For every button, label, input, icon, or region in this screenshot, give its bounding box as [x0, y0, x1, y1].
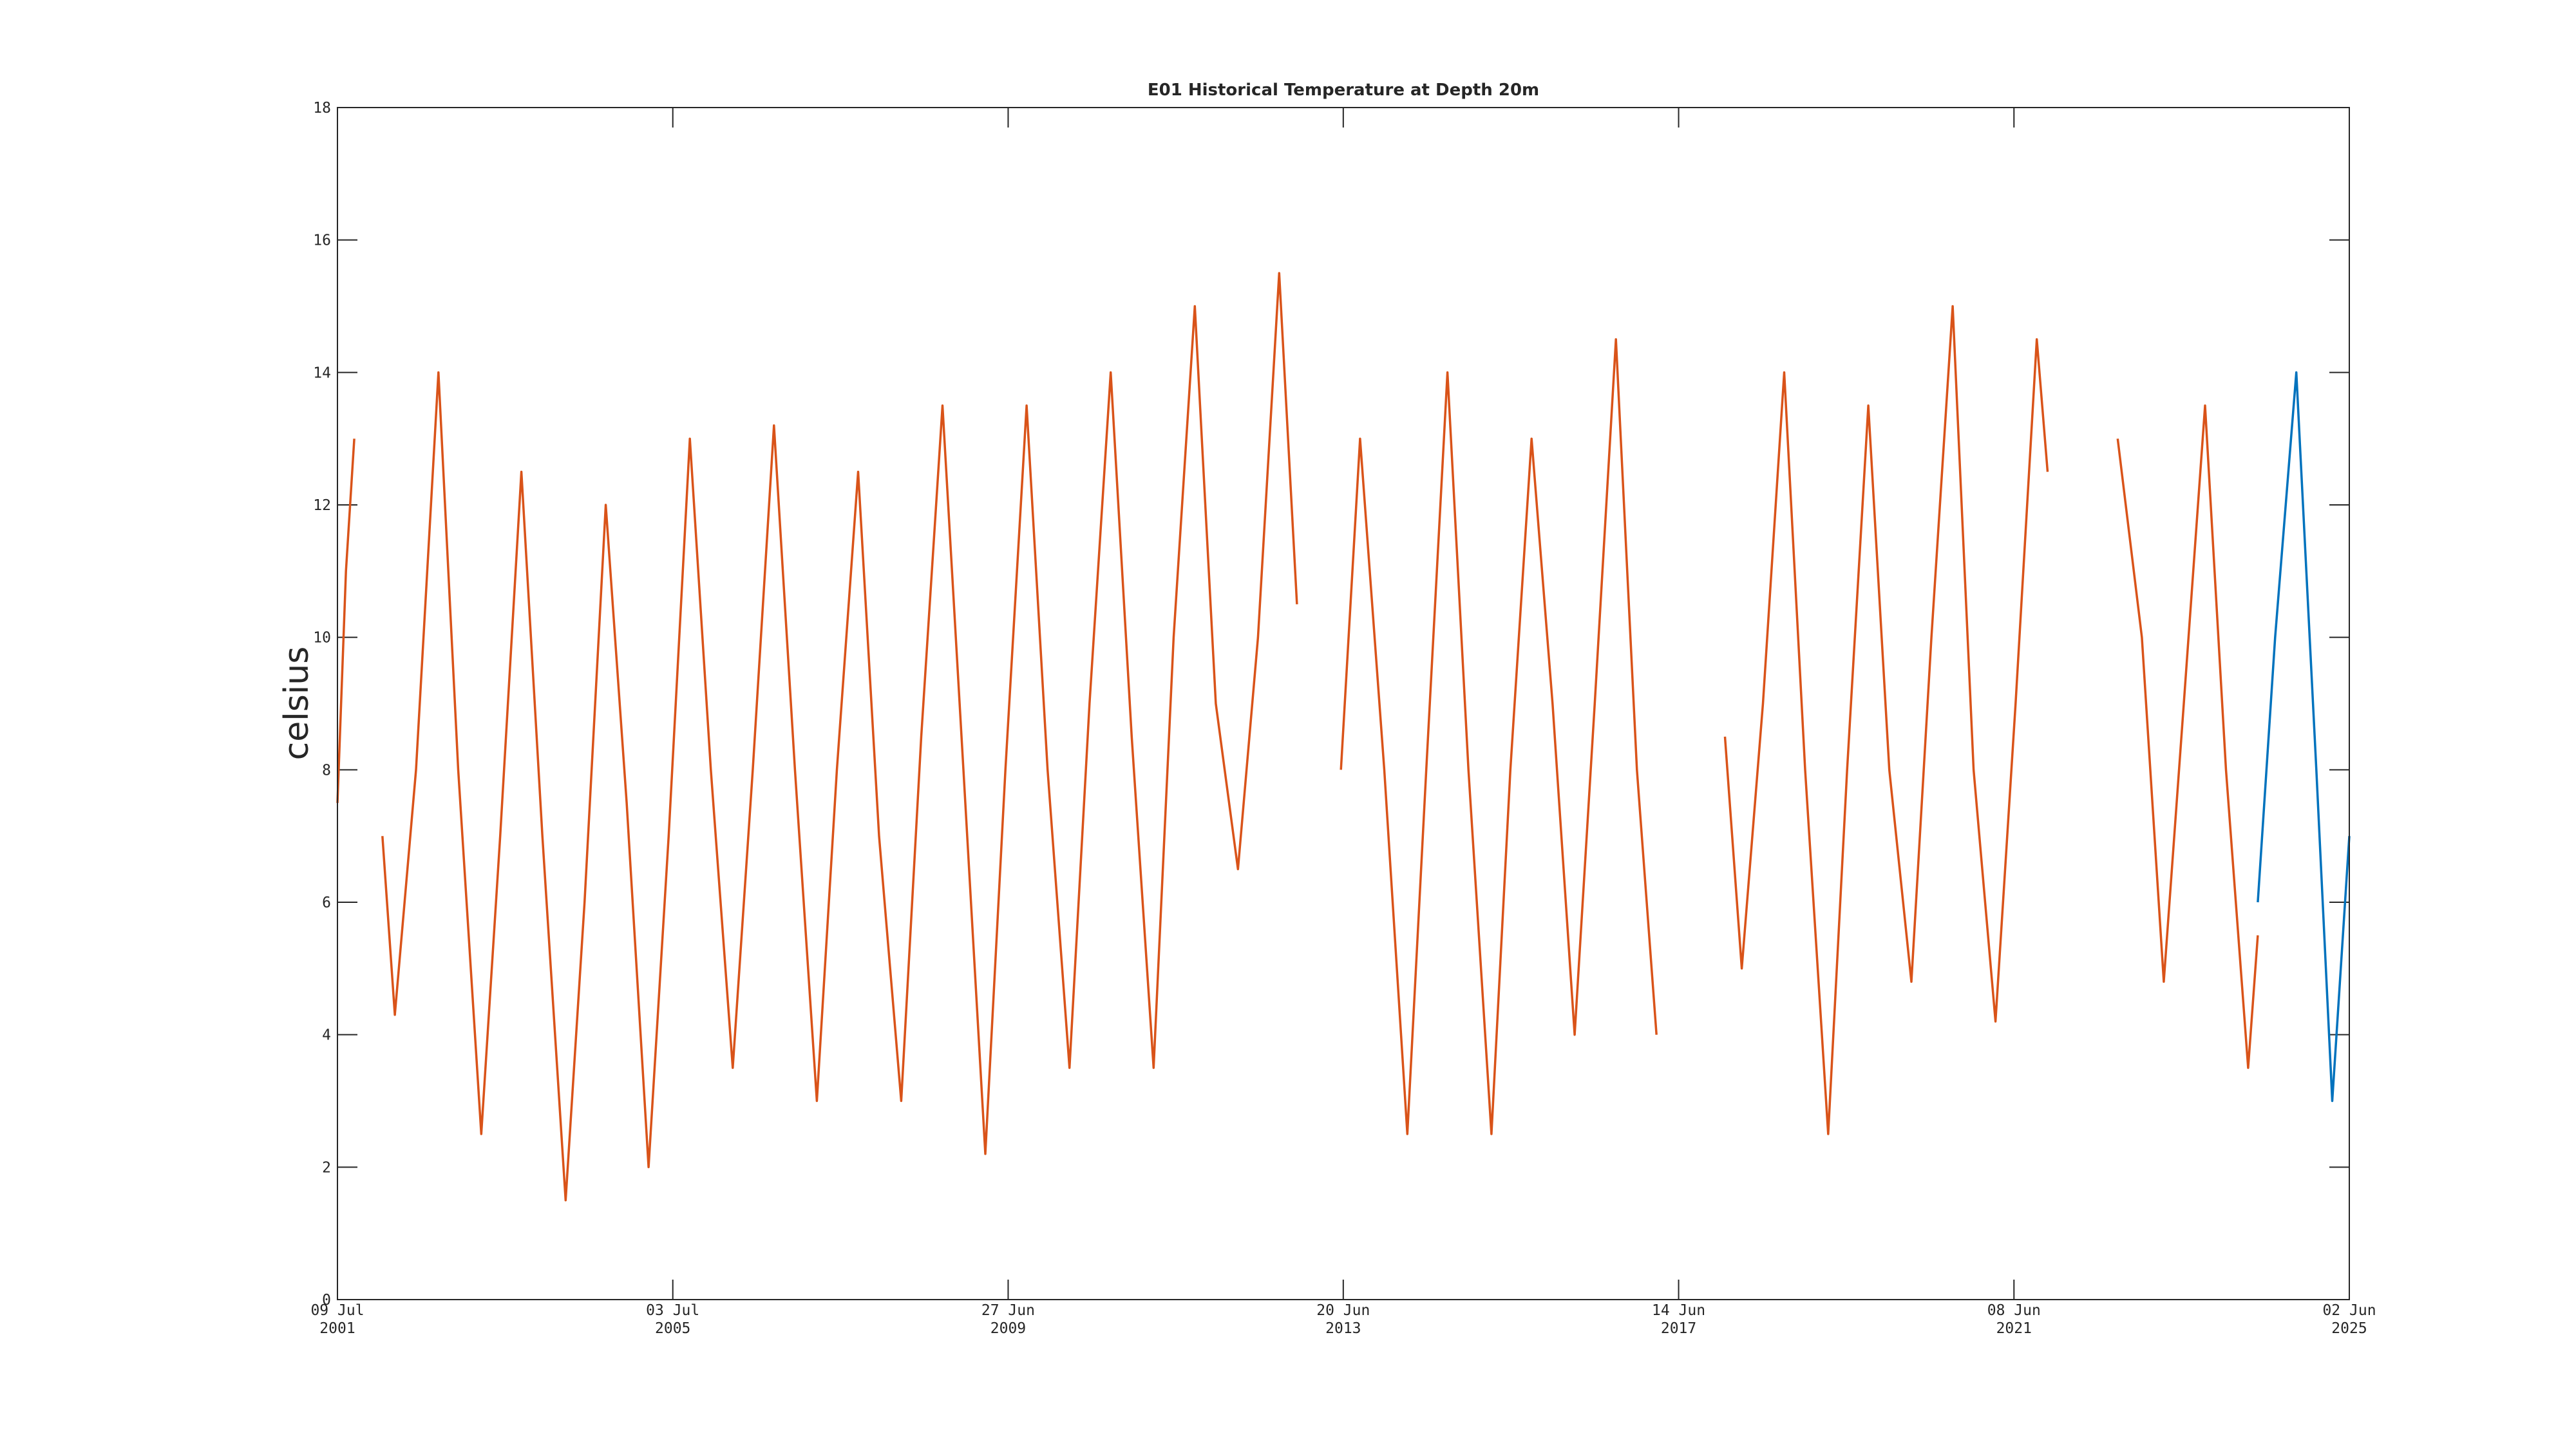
y-tick-label: 14: [313, 365, 331, 381]
x-tick-label: 08 Jun: [1987, 1302, 2041, 1319]
y-tick-label: 12: [313, 497, 331, 514]
x-tick-label: 2021: [1996, 1320, 2032, 1337]
data-line: [2257, 371, 2351, 1103]
x-tick-label: 2013: [1325, 1320, 1361, 1337]
y-tick-label: 2: [322, 1159, 331, 1176]
x-tick-label: 09 Jul: [310, 1302, 364, 1319]
x-tick-label: 2005: [655, 1320, 690, 1337]
x-tick-label: 27 Jun: [981, 1302, 1035, 1319]
y-tick-label: 0: [322, 1292, 331, 1309]
y-tick-label: 4: [322, 1027, 331, 1044]
y-tick-label: 6: [322, 895, 331, 911]
y-axis-label: celsius: [278, 647, 316, 761]
x-tick-label: 2001: [319, 1320, 355, 1337]
x-tick-label: 14 Jun: [1652, 1302, 1705, 1319]
data-line: [336, 272, 2259, 1202]
x-tick-label: 2009: [990, 1320, 1026, 1337]
x-tick-label: 20 Jun: [1316, 1302, 1370, 1319]
y-tick-label: 16: [313, 232, 331, 249]
y-tick-label: 8: [322, 762, 331, 779]
y-tick-label: 18: [313, 100, 331, 117]
x-tick-label: 03 Jul: [646, 1302, 699, 1319]
y-tick-label: 10: [313, 630, 331, 647]
x-tick-label: 2017: [1661, 1320, 1696, 1337]
x-tick-label: 2025: [2331, 1320, 2367, 1337]
x-tick-label: 02 Jun: [2322, 1302, 2376, 1319]
chart-title: E01 Historical Temperature at Depth 20m: [1148, 80, 1539, 100]
plot-frame: [337, 107, 2350, 1300]
